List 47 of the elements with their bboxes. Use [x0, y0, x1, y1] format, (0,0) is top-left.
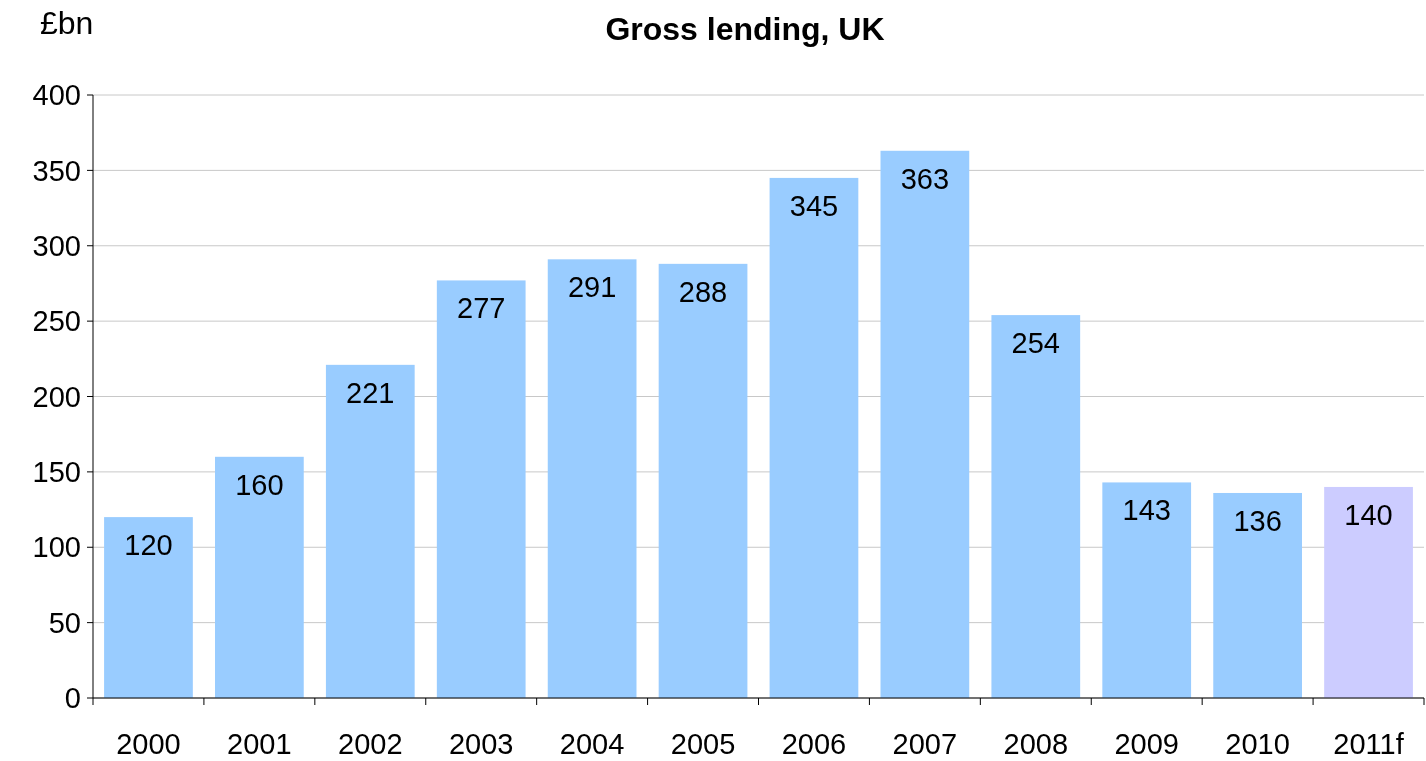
bar — [1213, 492, 1302, 698]
x-tick-label: 2003 — [448, 728, 514, 760]
x-tick-label: 2006 — [781, 728, 847, 760]
chart-title: Gross lending, UK — [605, 11, 885, 47]
y-tick-label: 400 — [32, 79, 81, 112]
bar — [547, 259, 637, 698]
x-tick-label: 2009 — [1114, 728, 1179, 760]
data-label: 143 — [1122, 494, 1171, 527]
x-tick-label: 2002 — [338, 728, 403, 760]
y-tick-label: 350 — [32, 154, 81, 187]
y-tick-label: 0 — [64, 682, 81, 715]
bar — [1324, 486, 1413, 698]
bar — [215, 456, 304, 698]
data-label: 136 — [1233, 504, 1282, 537]
y-tick-label: 150 — [32, 456, 81, 489]
data-label: 120 — [124, 529, 173, 562]
bar — [325, 364, 415, 698]
x-tick-label: 2011f — [1333, 728, 1405, 760]
data-label: 160 — [235, 468, 284, 501]
bar — [436, 280, 526, 698]
y-axis-title: £bn — [40, 5, 94, 41]
data-label: 221 — [346, 376, 395, 409]
y-tick-label: 50 — [48, 606, 81, 639]
data-label: 254 — [1011, 327, 1060, 360]
data-label: 277 — [457, 292, 506, 325]
y-tick-label: 100 — [32, 531, 81, 564]
bar — [104, 517, 193, 698]
bar — [880, 150, 970, 698]
y-tick-label: 200 — [32, 380, 81, 413]
data-label: 363 — [900, 162, 950, 195]
x-tick-label: 2005 — [670, 728, 736, 760]
x-tick-label: 2010 — [1225, 728, 1290, 760]
x-tick-label: 2000 — [116, 728, 181, 760]
bar — [1102, 482, 1192, 698]
bar — [658, 263, 748, 698]
y-tick-label: 250 — [32, 305, 81, 338]
data-label: 291 — [567, 271, 617, 304]
x-tick-label: 2001 — [227, 728, 292, 760]
bar — [991, 315, 1081, 698]
data-label: 288 — [678, 275, 728, 308]
x-tick-label: 2007 — [892, 728, 958, 760]
bar — [769, 177, 859, 698]
data-label: 345 — [789, 189, 839, 222]
x-tick-label: 2004 — [559, 728, 625, 760]
y-tick-label: 300 — [32, 229, 81, 262]
x-tick-label: 2008 — [1003, 728, 1069, 760]
data-label: 140 — [1344, 498, 1393, 531]
